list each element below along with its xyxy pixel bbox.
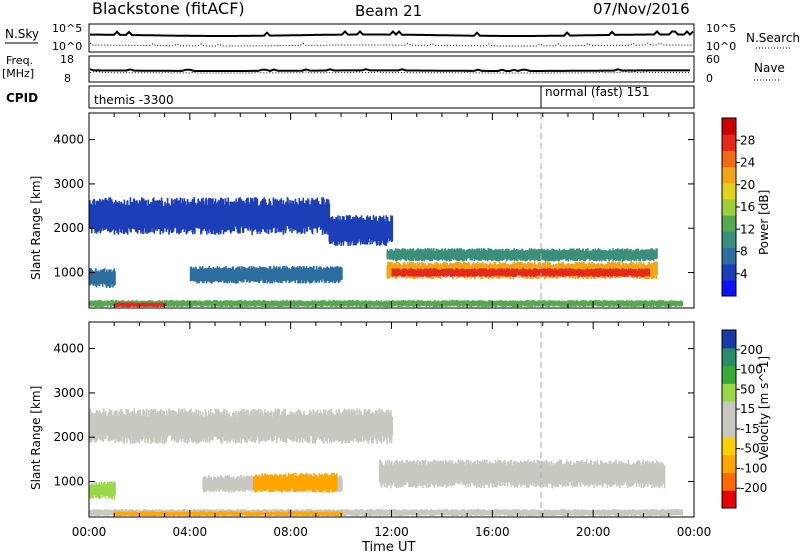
power-ylabel: Slant Range [km] bbox=[29, 176, 43, 280]
velocity-echo-band bbox=[252, 472, 338, 493]
cpid-mode-2: normal (fast) 151 bbox=[545, 85, 649, 99]
y-tick-label: 1000 bbox=[53, 266, 84, 280]
station-title: Blackstone (fitACF) bbox=[92, 0, 245, 18]
velocity-echoes bbox=[89, 408, 683, 517]
nsearch-tick-top: 10^5 bbox=[706, 22, 736, 35]
nsky-line bbox=[89, 30, 694, 37]
power-echo-band bbox=[189, 265, 343, 284]
power-echo-cell bbox=[391, 215, 394, 242]
power-echo-cell bbox=[656, 262, 658, 276]
power-y-ticks: 1000 2000 3000 4000 bbox=[53, 133, 694, 280]
velocity-echo-band bbox=[89, 408, 394, 444]
nsky-tick-top: 10^5 bbox=[52, 22, 82, 35]
power-panel: 1000 2000 3000 4000 bbox=[53, 112, 695, 309]
power-echo-band bbox=[114, 302, 167, 308]
power-echo-band bbox=[89, 300, 683, 308]
velocity-echo-cell bbox=[114, 482, 116, 495]
y-tick-label: 2000 bbox=[53, 221, 84, 235]
cpid-mode-1: themis -3300 bbox=[94, 93, 174, 107]
velocity-echo-cell bbox=[341, 478, 343, 491]
power-echo-cell bbox=[164, 302, 167, 306]
nsearch-tick-bottom: 10^0 bbox=[706, 40, 736, 53]
velocity-echo-band bbox=[89, 481, 116, 500]
nsearch-line bbox=[89, 42, 693, 47]
freq-tick-top: 18 bbox=[60, 53, 74, 66]
power-echo-cell bbox=[656, 248, 658, 259]
cpid-label: CPID bbox=[6, 91, 38, 105]
freq-tick-bottom: 8 bbox=[64, 72, 71, 85]
cpid-panel bbox=[88, 85, 695, 109]
power-echo-band bbox=[391, 268, 651, 277]
freq-label: Freq. bbox=[6, 54, 33, 67]
velocity-echo-band bbox=[378, 459, 666, 489]
nave-line bbox=[89, 71, 690, 74]
power-echo-cell bbox=[648, 269, 651, 277]
power-echo-cell bbox=[341, 267, 343, 280]
power-echoes bbox=[89, 197, 683, 308]
freq-line bbox=[89, 68, 690, 73]
nsearch-label: N.Search bbox=[746, 31, 800, 45]
power-echo-band bbox=[386, 248, 658, 262]
nave-tick-bottom: 0 bbox=[706, 72, 713, 85]
power-echo-band bbox=[328, 214, 394, 246]
date-title: 07/Nov/2016 bbox=[593, 0, 690, 18]
nsky-label: N.Sky bbox=[5, 27, 39, 41]
power-x-ticks bbox=[88, 113, 695, 308]
velocity-echo-cell bbox=[336, 473, 338, 491]
freq-panel bbox=[88, 55, 695, 83]
nave-tick-top: 60 bbox=[706, 53, 720, 66]
nsky-panel bbox=[88, 23, 695, 53]
power-echo-cell bbox=[114, 271, 116, 285]
velocity-echo-cell bbox=[391, 417, 394, 436]
y-tick-label: 3000 bbox=[53, 177, 84, 191]
nave-label: Nave bbox=[754, 61, 785, 75]
velocity-echo-cell bbox=[663, 465, 666, 489]
beam-title: Beam 21 bbox=[355, 2, 422, 20]
power-echo-cell bbox=[681, 301, 683, 306]
power-echo-band bbox=[89, 197, 331, 235]
power-echo-band bbox=[89, 268, 116, 288]
nsky-tick-bottom: 10^0 bbox=[52, 40, 82, 53]
freq-unit: [MHz] bbox=[2, 67, 34, 80]
y-tick-label: 4000 bbox=[53, 133, 84, 147]
